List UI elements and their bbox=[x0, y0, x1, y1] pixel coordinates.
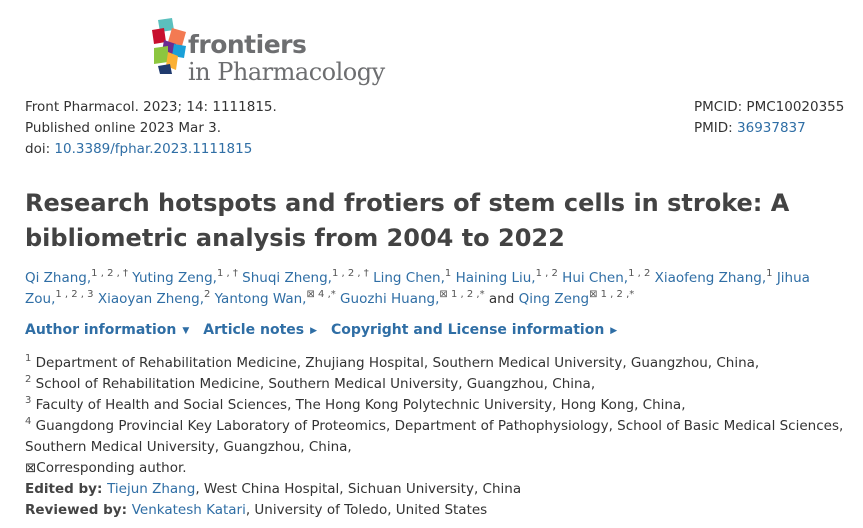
author-link[interactable]: Qi Zhang, bbox=[25, 270, 92, 286]
doi-label: doi: bbox=[25, 141, 55, 157]
logo-line2: in Pharmacology bbox=[188, 58, 385, 86]
identifiers: PMCID: PMC10020355 PMID: 36937837 bbox=[694, 97, 844, 139]
author-affiliation-sup: 1 bbox=[766, 268, 773, 279]
triangle-down-icon: ▼ bbox=[182, 326, 190, 336]
triangle-right-icon: ▶ bbox=[610, 326, 618, 336]
published-date: Published online 2023 Mar 3. bbox=[25, 120, 222, 136]
editor-link[interactable]: Tiejun Zhang bbox=[107, 481, 196, 497]
triangle-right-icon: ▶ bbox=[310, 326, 318, 336]
reviewed-by: Reviewed by: Venkatesh Katari, Universit… bbox=[25, 502, 488, 518]
author-link[interactable]: Ling Chen, bbox=[373, 270, 445, 286]
reviewer-link[interactable]: Venkatesh Katari bbox=[131, 502, 246, 518]
author-link[interactable]: Hui Chen, bbox=[562, 270, 629, 286]
tab-author-information[interactable]: Author information ▼ bbox=[25, 322, 190, 338]
author-list: Qi Zhang,1 , 2 , † Yuting Zeng,1 , † Shu… bbox=[25, 268, 845, 310]
affiliation: 4 Guangdong Provincial Key Laboratory of… bbox=[25, 416, 844, 456]
tab-article-notes[interactable]: Article notes ▶ bbox=[203, 322, 318, 338]
corresponding-author-note: ⊠Corresponding author. bbox=[25, 460, 187, 476]
pmid-label: PMID: bbox=[694, 120, 738, 136]
frontiers-logo-icon bbox=[152, 18, 186, 74]
author-link[interactable]: Yuting Zeng, bbox=[132, 270, 217, 286]
journal-citation: Front Pharmacol. 2023; 14: 1111815. bbox=[25, 99, 277, 115]
doi-link[interactable]: 10.3389/fphar.2023.1111815 bbox=[54, 141, 253, 157]
affiliation: 1 Department of Rehabilitation Medicine,… bbox=[25, 353, 760, 372]
author-link[interactable]: Yantong Wan, bbox=[214, 291, 307, 307]
edited-by: Edited by: Tiejun Zhang, West China Hosp… bbox=[25, 481, 522, 497]
author-affiliation-sup: ⊠ 4 ,* bbox=[306, 289, 336, 300]
article-title: Research hotspots and frotiers of stem c… bbox=[25, 189, 790, 252]
logo-line1: frontiers bbox=[188, 30, 307, 59]
pmcid: PMCID: PMC10020355 bbox=[694, 99, 845, 115]
author-affiliation-sup: 1 , † bbox=[216, 268, 238, 279]
author-affiliation-sup: 1 , 2 , † bbox=[331, 268, 369, 279]
author-affiliation-sup: ⊠ 1 , 2 ,* bbox=[439, 289, 485, 300]
author-link[interactable]: Guozhi Huang, bbox=[340, 291, 440, 307]
author-link[interactable]: Xiaoyan Zheng, bbox=[97, 291, 204, 307]
citation-block: Front Pharmacol. 2023; 14: 1111815. Publ… bbox=[25, 97, 277, 160]
author-affiliation-sup: 2 bbox=[204, 289, 211, 300]
tab-copyright-license[interactable]: Copyright and License information ▶ bbox=[331, 322, 618, 338]
article-info-tabs: Author information ▼ Article notes ▶ Copyr… bbox=[25, 322, 617, 338]
pmid-link[interactable]: 36937837 bbox=[737, 120, 806, 136]
author-affiliation-sup: 1 , 2 bbox=[535, 268, 558, 279]
affiliation: 3 Faculty of Health and Social Sciences,… bbox=[25, 395, 686, 414]
author-link[interactable]: Haining Liu, bbox=[455, 270, 536, 286]
author-affiliation-sup: 1 , 2 , † bbox=[91, 268, 128, 279]
author-link[interactable]: Qing Zeng bbox=[518, 291, 590, 307]
author-link[interactable]: Jihua Zou, bbox=[25, 270, 810, 307]
author-affiliation-sup: 1 bbox=[444, 268, 452, 279]
author-link[interactable]: Xiaofeng Zhang, bbox=[654, 270, 767, 286]
author-link[interactable]: Shuqi Zheng, bbox=[242, 270, 332, 286]
journal-logo[interactable]: frontiers in Pharmacology bbox=[150, 16, 410, 88]
author-conjunction: and bbox=[488, 291, 519, 307]
author-affiliation-sup: 1 , 2 , 3 bbox=[55, 289, 94, 300]
author-affiliation-sup: 1 , 2 bbox=[628, 268, 651, 279]
affiliations: 1 Department of Rehabilitation Medicine,… bbox=[25, 353, 845, 521]
author-affiliation-sup: ⊠ 1 , 2 ,* bbox=[589, 289, 635, 300]
affiliation: 2 School of Rehabilitation Medicine, Sou… bbox=[25, 374, 596, 393]
